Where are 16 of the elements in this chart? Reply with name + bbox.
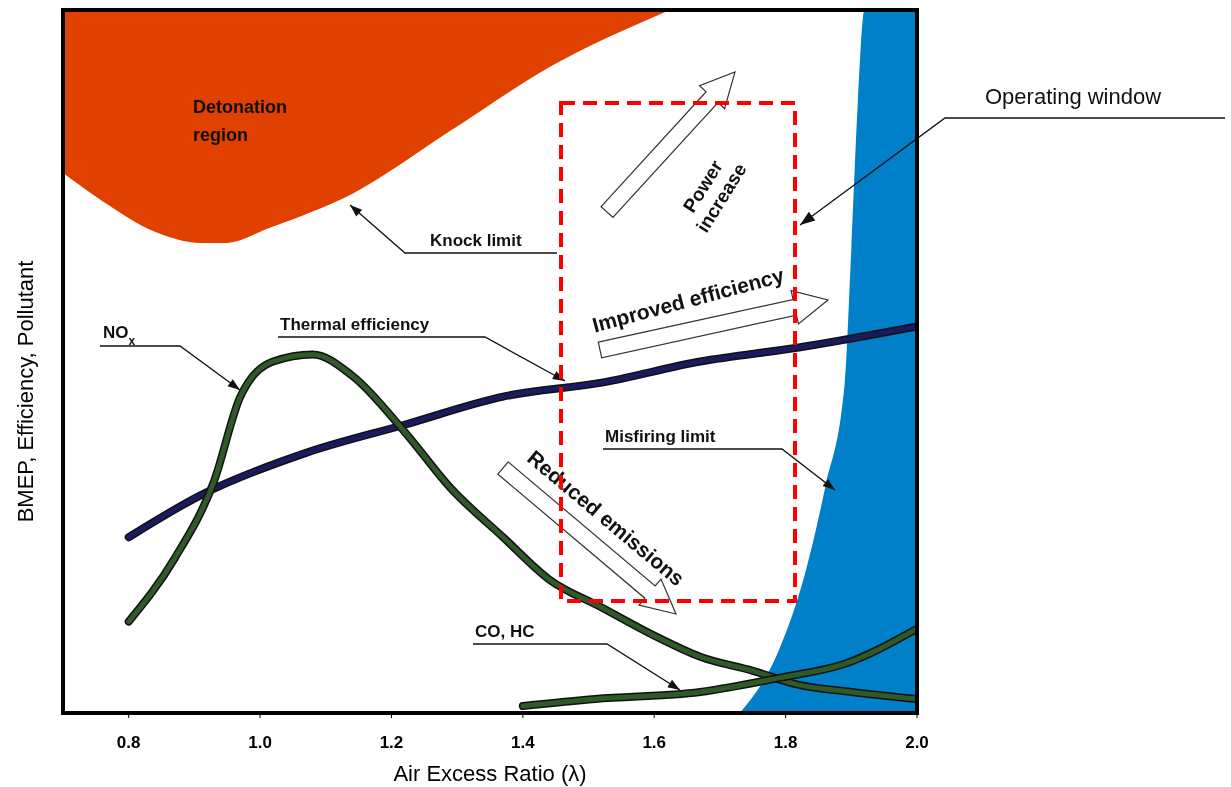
- text: Operating window: [985, 84, 1162, 109]
- annotation: Detonation region: [193, 97, 287, 145]
- annotation: NO$_{x}$: [103, 323, 136, 348]
- x-tick-label: 0.8: [116, 733, 141, 752]
- annotation: Knock limit: [430, 231, 522, 250]
- x-tick-label: 1.6: [642, 733, 667, 752]
- annotation: Thermal efficiency: [280, 315, 430, 334]
- y-axis-title: BMEP, Efficiency, Pollutant: [13, 260, 38, 523]
- annotation: CO, HC: [475, 622, 535, 641]
- x-tick-label: 1.8: [773, 733, 798, 752]
- x-axis-title: Air Excess Ratio (λ): [393, 761, 587, 786]
- x-tick-label: 1.0: [248, 733, 272, 752]
- x-tick-label: 2.0: [905, 733, 929, 752]
- x-tick-label: 1.4: [511, 733, 536, 752]
- annotation: Misfiring limit: [605, 427, 716, 446]
- x-tick-label: 1.2: [379, 733, 404, 752]
